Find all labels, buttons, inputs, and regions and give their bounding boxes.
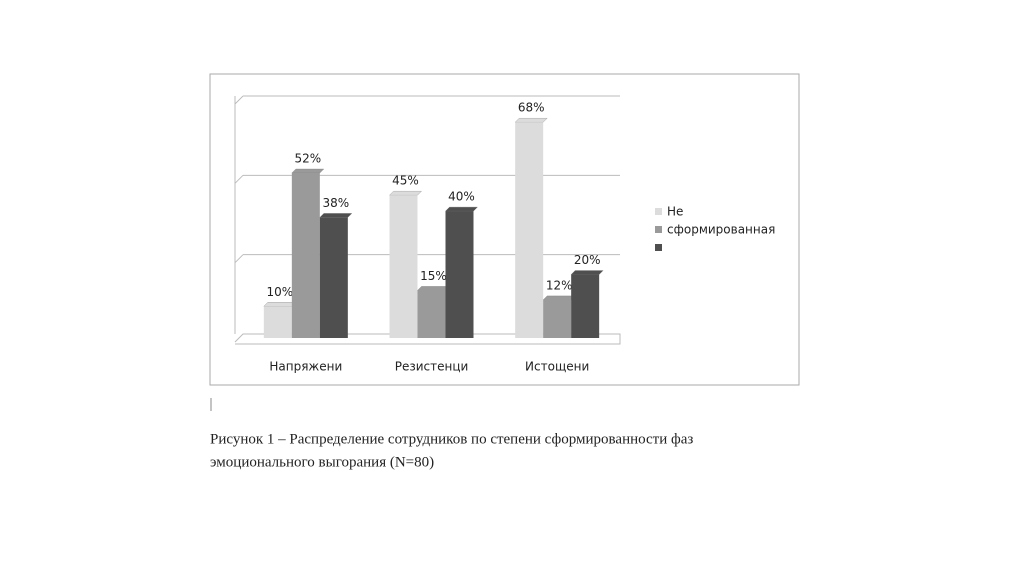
bar xyxy=(319,217,348,338)
value-label: 40% xyxy=(448,190,475,204)
grid-line-side xyxy=(234,174,244,184)
bar xyxy=(445,211,474,338)
legend-marker xyxy=(655,226,662,233)
chart-frame xyxy=(209,73,800,386)
bar-top xyxy=(542,295,576,301)
value-label: 52% xyxy=(294,151,321,165)
bar-top xyxy=(263,302,297,307)
bar-top xyxy=(319,213,353,218)
value-label: 10% xyxy=(266,285,293,299)
value-label: 12% xyxy=(546,278,573,292)
bar-top xyxy=(514,118,548,123)
value-label: 68% xyxy=(518,101,545,115)
bar xyxy=(571,274,600,338)
grid-line-side xyxy=(234,254,244,264)
bar xyxy=(417,290,446,338)
bar xyxy=(515,122,544,338)
legend-label: сформированная xyxy=(667,223,775,237)
caption: Рисунок 1 – Распределение сотрудников по… xyxy=(210,431,693,447)
grid-line-side xyxy=(234,95,244,105)
value-label: 38% xyxy=(322,196,349,210)
value-label: 15% xyxy=(420,269,447,283)
legend-marker xyxy=(655,208,662,215)
bar-top xyxy=(417,286,450,291)
caption: эмоционального выгорания (N=80) xyxy=(210,454,434,470)
x-tick-label: Напряжени xyxy=(269,360,342,374)
bar-top xyxy=(389,191,422,196)
bar-top xyxy=(291,168,325,174)
bar-top xyxy=(445,206,478,212)
bar xyxy=(389,195,418,338)
legend-label: Не xyxy=(667,205,683,219)
bar xyxy=(543,299,572,338)
value-label: 20% xyxy=(574,253,601,267)
floor xyxy=(234,333,621,345)
bar xyxy=(263,306,292,338)
legend-marker xyxy=(655,244,662,251)
value-label: 45% xyxy=(392,174,419,188)
bar-top xyxy=(570,270,604,275)
bar xyxy=(291,172,320,338)
x-tick-label: Истощени xyxy=(525,360,589,374)
x-tick-label: Резистенци xyxy=(395,360,469,374)
